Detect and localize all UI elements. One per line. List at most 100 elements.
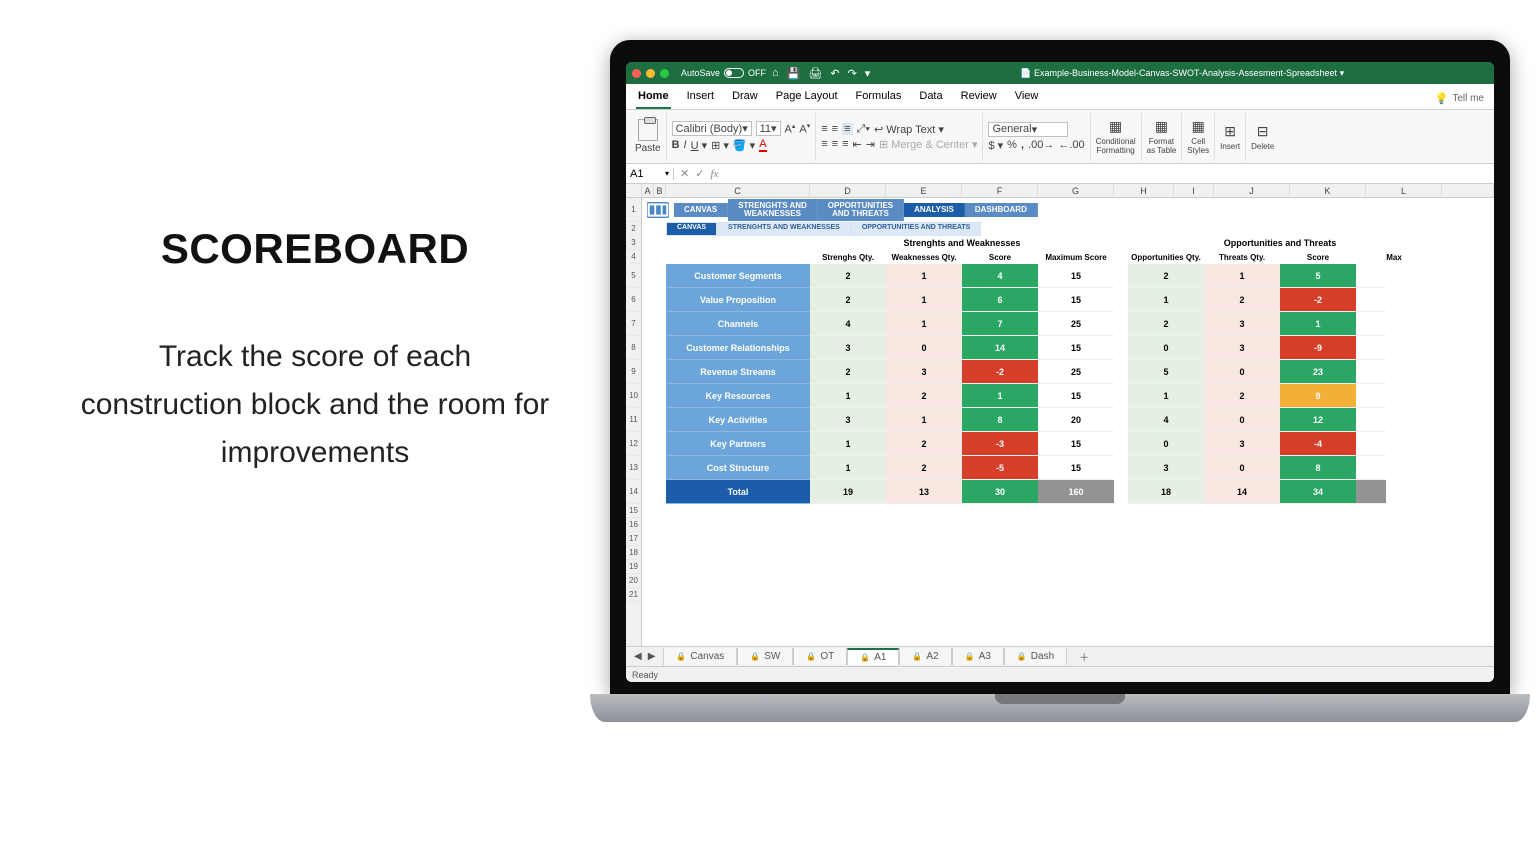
nav-opportunities[interactable]: OPPORTUNITIES AND THREATS [818,199,904,222]
ribbon-tab-data[interactable]: Data [917,88,944,109]
nav-canvas[interactable]: CANVAS [674,203,728,217]
subnav-canvas[interactable]: CANVAS [666,222,717,236]
ribbon-tab-review[interactable]: Review [959,88,999,109]
fx-icon[interactable]: fx [710,168,718,180]
delete-cells-icon[interactable]: ⊟ [1257,123,1269,140]
row-header[interactable]: 16 [626,518,641,532]
cell[interactable]: 3 [1128,456,1204,480]
underline-icon[interactable]: U ▾ [691,139,708,152]
cell[interactable]: 30 [962,480,1038,504]
sheet-tab-a3[interactable]: 🔒A3 [952,648,1004,665]
cell[interactable]: 20 [1038,408,1114,432]
cell[interactable]: 5 [1128,360,1204,384]
cell[interactable]: -2 [962,360,1038,384]
cell[interactable]: 18 [1128,480,1204,504]
cell[interactable]: 4 [810,312,886,336]
row-header[interactable]: 8 [626,336,641,360]
indent-inc-icon[interactable]: ⇥ [866,138,875,151]
undo-icon[interactable]: ↶ [830,67,839,80]
cell[interactable]: 15 [1038,264,1114,288]
cell[interactable]: 0 [1204,408,1280,432]
align-top-icon[interactable]: ≡ [821,123,827,135]
insert-cells-icon[interactable]: ⊞ [1224,123,1236,140]
cancel-icon[interactable]: ✕ [680,167,689,180]
cell[interactable]: 14 [962,336,1038,360]
autosave-toggle[interactable]: AutoSave OFF [681,68,766,78]
align-right-icon[interactable]: ≡ [842,138,848,150]
cell[interactable]: 2 [810,288,886,312]
cell[interactable]: 15 [1038,456,1114,480]
col-header[interactable]: L [1366,184,1442,197]
subnav-opportunities[interactable]: OPPORTUNITIES AND THREATS [851,222,982,236]
cell[interactable]: 1 [886,312,962,336]
subnav-strenghts[interactable]: STRENGHTS AND WEAKNESSES [717,222,851,236]
dec-decimal-icon[interactable]: ←.00 [1058,139,1084,151]
print-icon[interactable]: 🖨 [808,67,822,80]
sheet-tab-a1[interactable]: 🔒A1 [847,648,899,665]
nav-analysis[interactable]: ANALYSIS [904,203,965,217]
cell[interactable]: 160 [1038,480,1114,504]
save-icon[interactable]: 💾 [787,67,801,80]
sheet-next-icon[interactable]: ▶ [648,651,656,662]
cell[interactable]: 3 [810,408,886,432]
ribbon-tab-home[interactable]: Home [636,88,671,109]
cell[interactable]: -3 [962,432,1038,456]
cell[interactable]: 2 [886,384,962,408]
number-format-select[interactable]: General ▾ [988,122,1068,137]
font-name-select[interactable]: Calibri (Body) ▾ [672,121,752,136]
col-header[interactable]: E [886,184,962,197]
cell[interactable]: 1 [1128,384,1204,408]
cell[interactable]: 3 [1204,312,1280,336]
cell[interactable]: 13 [886,480,962,504]
inc-decimal-icon[interactable]: .00→ [1028,139,1054,151]
font-color-icon[interactable]: A [759,138,766,152]
row-header[interactable]: 4 [626,250,641,264]
col-header[interactable]: A [642,184,654,197]
ribbon-tab-insert[interactable]: Insert [685,88,717,109]
cell[interactable]: 3 [886,360,962,384]
cell[interactable]: 1 [962,384,1038,408]
cell[interactable]: 15 [1038,384,1114,408]
merge-center[interactable]: ⊞ Merge & Center ▾ [879,138,978,151]
wrap-text[interactable]: ↩ Wrap Text ▾ [874,123,944,136]
row-header[interactable]: 21 [626,588,641,602]
cell[interactable]: 1 [810,432,886,456]
cell[interactable]: 25 [1038,360,1114,384]
cell-styles-icon[interactable]: ▦ [1192,118,1205,135]
align-mid-icon[interactable]: ≡ [832,123,838,135]
cell[interactable]: 0 [1204,456,1280,480]
align-left-icon[interactable]: ≡ [821,138,827,150]
italic-icon[interactable]: I [684,139,687,151]
ribbon-tab-formulas[interactable]: Formulas [854,88,904,109]
cell[interactable]: 0 [1128,336,1204,360]
confirm-icon[interactable]: ✓ [695,167,704,180]
col-header[interactable]: G [1038,184,1114,197]
cell[interactable]: 25 [1038,312,1114,336]
col-header[interactable]: J [1214,184,1290,197]
cell[interactable]: 0 [1204,360,1280,384]
sheet-tab-dash[interactable]: 🔒Dash [1004,648,1067,665]
col-header[interactable]: D [810,184,886,197]
cell[interactable]: -4 [1280,432,1356,456]
cell[interactable]: 2 [810,360,886,384]
ribbon-tab-view[interactable]: View [1013,88,1041,109]
cell[interactable]: 1 [1204,264,1280,288]
orientation-icon[interactable]: ⤢▾ [857,123,870,136]
home-icon[interactable]: ⌂ [772,67,779,80]
cell[interactable]: 1 [810,384,886,408]
row-header[interactable]: 13 [626,456,641,480]
col-header[interactable]: I [1174,184,1214,197]
cell[interactable]: 2 [886,432,962,456]
cell[interactable]: -2 [1280,288,1356,312]
ribbon-tab-page-layout[interactable]: Page Layout [774,88,840,109]
col-header[interactable]: C [666,184,810,197]
col-header[interactable]: K [1290,184,1366,197]
row-header[interactable]: 18 [626,546,641,560]
row-header[interactable]: 12 [626,432,641,456]
sheet-prev-icon[interactable]: ◀ [634,651,642,662]
cell[interactable]: 1 [886,264,962,288]
cell[interactable]: 6 [962,288,1038,312]
cell[interactable]: -5 [962,456,1038,480]
cell[interactable]: 7 [962,312,1038,336]
cell[interactable]: 19 [810,480,886,504]
